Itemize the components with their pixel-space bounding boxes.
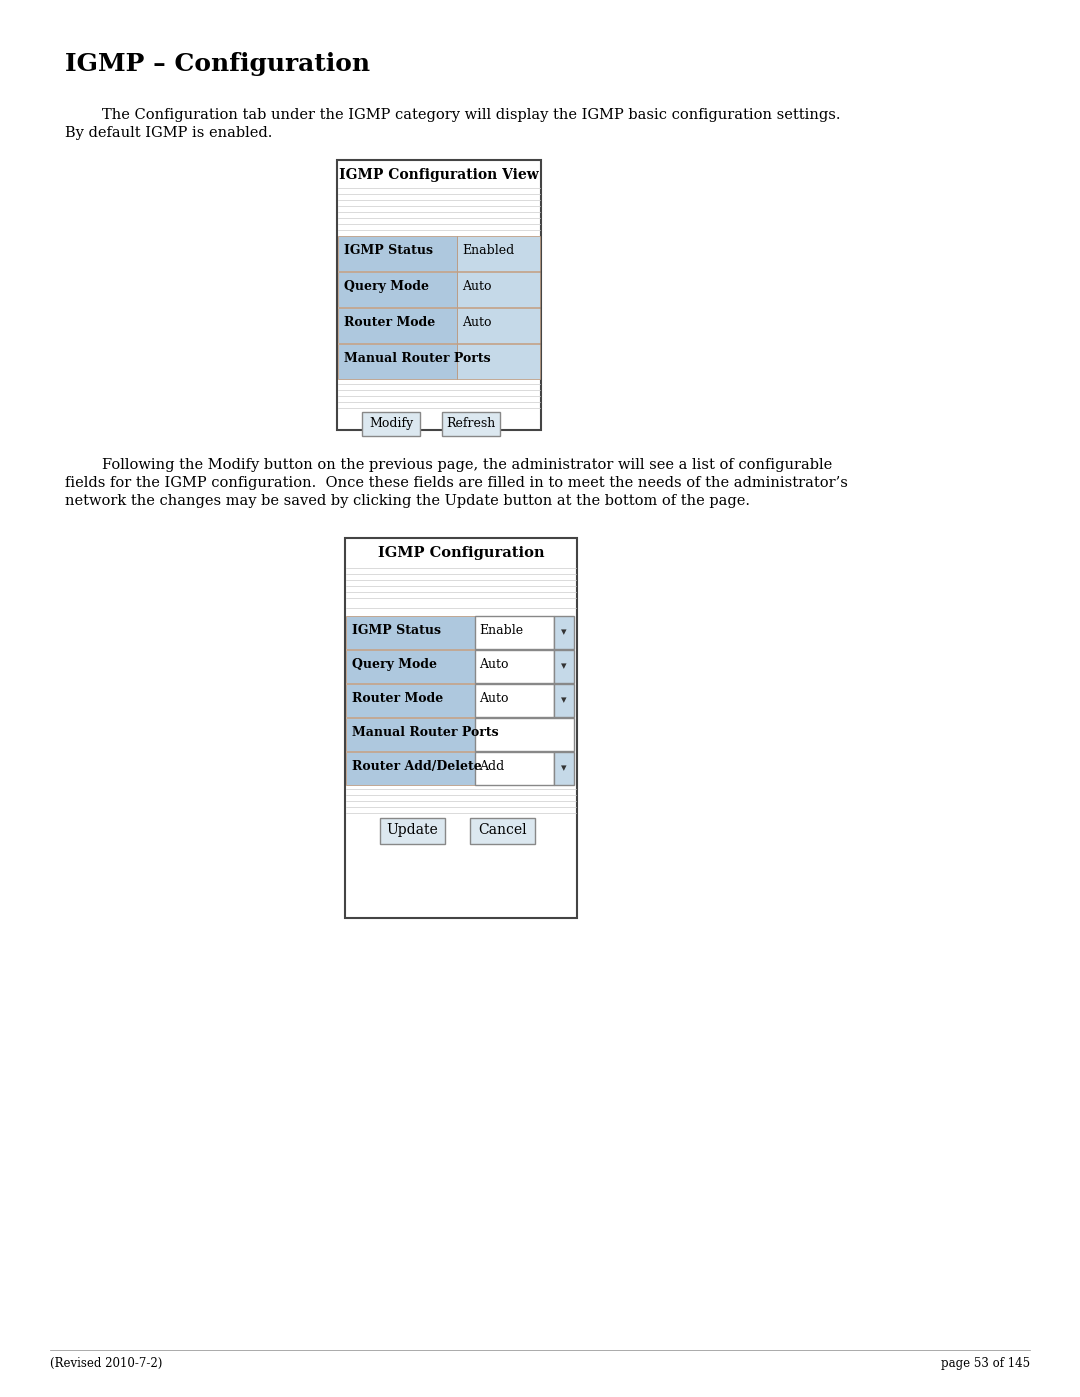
Text: IGMP – Configuration: IGMP – Configuration [65, 52, 370, 75]
Bar [457, 344, 540, 379]
Bar [475, 650, 554, 683]
Bar [345, 538, 577, 918]
Text: Add: Add [480, 760, 504, 773]
Text: Query Mode: Query Mode [345, 279, 429, 293]
Text: Manual Router Ports: Manual Router Ports [352, 726, 499, 739]
Text: Following the Modify button on the previous page, the administrator will see a l: Following the Modify button on the previ… [65, 458, 833, 472]
Text: ▾: ▾ [562, 662, 567, 672]
Bar [338, 307, 457, 344]
Text: Router Mode: Router Mode [352, 692, 443, 705]
Text: Router Add/Delete: Router Add/Delete [352, 760, 482, 773]
Text: Enable: Enable [480, 624, 523, 637]
Bar [457, 236, 540, 271]
Bar [475, 685, 554, 717]
Bar [338, 272, 457, 307]
Text: Enabled: Enabled [462, 244, 514, 257]
Bar [554, 752, 573, 785]
Text: (Revised 2010-7-2): (Revised 2010-7-2) [50, 1356, 162, 1370]
Bar [475, 718, 573, 752]
Text: Auto: Auto [480, 658, 509, 671]
Text: The Configuration tab under the IGMP category will display the IGMP basic config: The Configuration tab under the IGMP cat… [65, 108, 840, 122]
Text: ▾: ▾ [562, 627, 567, 637]
Text: Refresh: Refresh [446, 416, 496, 430]
Text: Manual Router Ports: Manual Router Ports [345, 352, 490, 365]
Bar [362, 412, 420, 436]
Bar [338, 236, 457, 271]
Text: Modify: Modify [369, 416, 414, 430]
Bar [554, 650, 573, 683]
Text: network the changes may be saved by clicking the Update button at the bottom of : network the changes may be saved by clic… [65, 495, 750, 509]
Text: Cancel: Cancel [478, 823, 527, 837]
Text: Query Mode: Query Mode [352, 658, 437, 671]
Text: Router Mode: Router Mode [345, 316, 435, 330]
Bar [457, 272, 540, 307]
Text: Auto: Auto [480, 692, 509, 705]
Bar [475, 752, 554, 785]
Text: Auto: Auto [462, 279, 491, 293]
Text: ▾: ▾ [562, 696, 567, 705]
Text: Update: Update [387, 823, 438, 837]
Bar [554, 616, 573, 650]
Bar [475, 616, 554, 650]
Bar [346, 616, 475, 650]
Text: Auto: Auto [462, 316, 491, 330]
Text: IGMP Configuration: IGMP Configuration [378, 546, 544, 560]
Bar [346, 650, 475, 683]
Bar [346, 752, 475, 785]
Bar [338, 344, 457, 379]
Bar [554, 685, 573, 717]
Text: IGMP Configuration View: IGMP Configuration View [339, 168, 539, 182]
Text: IGMP Status: IGMP Status [352, 624, 441, 637]
Text: fields for the IGMP configuration.  Once these fields are filled in to meet the : fields for the IGMP configuration. Once … [65, 476, 848, 490]
Text: IGMP Status: IGMP Status [345, 244, 433, 257]
Bar [346, 685, 475, 717]
Bar [457, 307, 540, 344]
Bar [380, 819, 445, 844]
Text: ▾: ▾ [562, 764, 567, 774]
Bar [337, 161, 541, 430]
Bar [470, 819, 535, 844]
Bar [442, 412, 500, 436]
Text: page 53 of 145: page 53 of 145 [941, 1356, 1030, 1370]
Text: By default IGMP is enabled.: By default IGMP is enabled. [65, 126, 272, 140]
Bar [346, 718, 475, 752]
